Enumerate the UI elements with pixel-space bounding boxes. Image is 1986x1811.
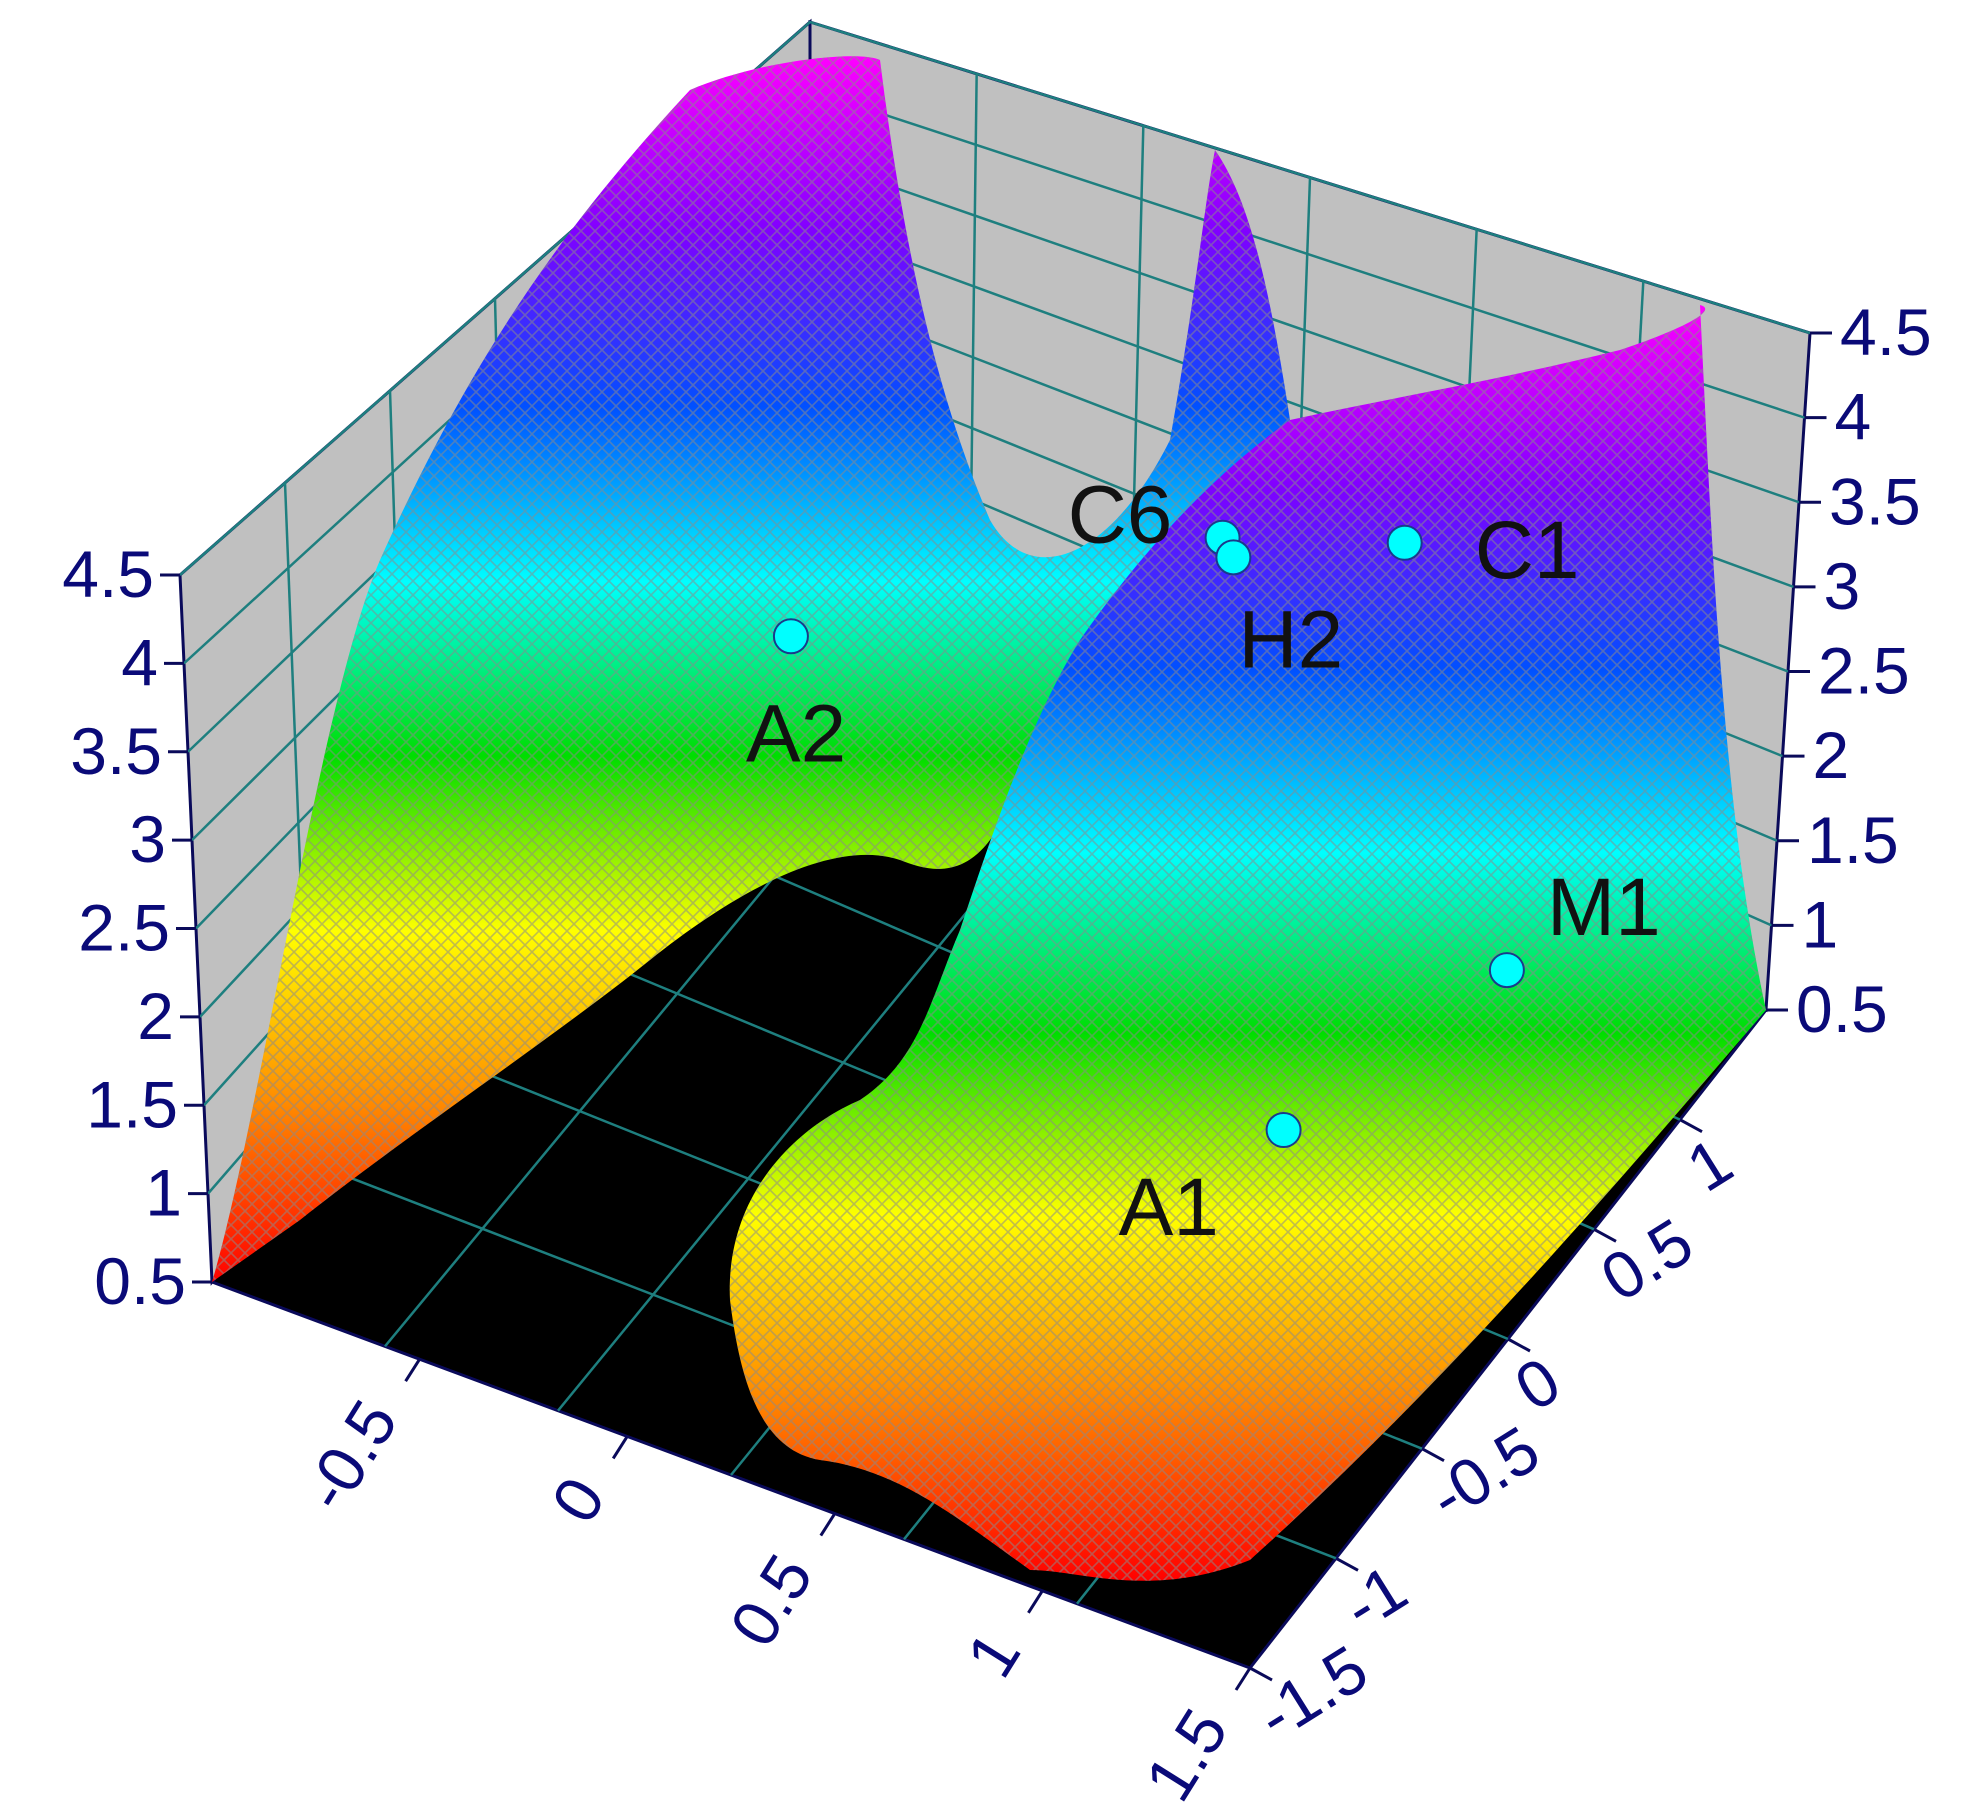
z-tick-label-right: 0.5 xyxy=(1796,972,1888,1046)
x-tick-mark xyxy=(1027,1589,1044,1614)
x-tick-label: 0.5 xyxy=(715,1542,826,1659)
x-tick-label: 0 xyxy=(537,1465,619,1535)
x-tick-label: 1 xyxy=(952,1619,1034,1689)
point-marker-h2 xyxy=(1215,539,1252,576)
z-tick-label-left: 2.5 xyxy=(78,891,170,965)
z-tick-label-left: 2 xyxy=(137,979,174,1053)
marked-points: A2 A1 M1 C1 C6 H2 xyxy=(746,470,1661,1253)
z-axis-left: 0.5 1 1.5 2 2.5 3 3.5 4 4.5 xyxy=(62,537,212,1318)
z-tick-label-left: 3.5 xyxy=(70,714,162,788)
point-label-c6: C6 xyxy=(1068,470,1173,561)
z-tick-label-right: 2.5 xyxy=(1818,634,1910,708)
z-tick-label-right: 4.5 xyxy=(1840,295,1932,369)
x-tick-mark xyxy=(819,1512,837,1537)
point-marker-c1 xyxy=(1386,524,1423,561)
y-tick-mark xyxy=(1421,1447,1445,1462)
point-label-c1: C1 xyxy=(1475,505,1580,596)
surface-left-mesh xyxy=(212,56,1290,1282)
z-tick-label-left: 0.5 xyxy=(94,1244,186,1318)
point-marker-a2 xyxy=(772,618,809,655)
x-tick-label: 1.5 xyxy=(1130,1696,1241,1811)
y-tick-label: 1 xyxy=(1674,1123,1744,1205)
y-tick-mark xyxy=(1593,1228,1617,1243)
z-tick-label-left: 1.5 xyxy=(86,1067,178,1141)
x-tick-mark xyxy=(611,1435,629,1460)
y-tick-mark xyxy=(1335,1557,1359,1572)
x-tick-mark xyxy=(1234,1667,1252,1691)
point-label-h2: H2 xyxy=(1238,594,1343,685)
z-tick-label-right: 2 xyxy=(1813,718,1850,792)
z-tick-label-right: 1.5 xyxy=(1807,803,1899,877)
z-axis-right: 0.5 1 1.5 2 2.5 3 3.5 4 4.5 xyxy=(1766,295,1932,1046)
point-label-a1: A1 xyxy=(1119,1162,1219,1253)
point-label-m1: M1 xyxy=(1547,862,1661,953)
z-tick-label-right: 1 xyxy=(1802,887,1839,961)
x-tick-mark xyxy=(404,1358,421,1383)
z-tick-label-right: 3 xyxy=(1824,549,1861,623)
y-tick-mark xyxy=(1679,1118,1703,1133)
surface-right-mesh xyxy=(729,305,1766,1581)
y-tick-mark xyxy=(1249,1666,1273,1682)
y-tick-mark xyxy=(1507,1337,1531,1353)
z-tick-label-left: 4 xyxy=(121,625,158,699)
point-marker-m1 xyxy=(1488,952,1525,989)
z-tick-label-right: 3.5 xyxy=(1829,464,1921,538)
z-tick-label-left: 4.5 xyxy=(62,537,154,611)
y-tick-label: 0.5 xyxy=(1588,1204,1705,1315)
point-label-a2: A2 xyxy=(746,688,846,779)
point-marker-a1 xyxy=(1265,1112,1302,1149)
x-tick-label: -0.5 xyxy=(288,1387,411,1523)
z-tick-label-left: 3 xyxy=(129,802,166,876)
y-tick-label: -1 xyxy=(1330,1550,1419,1644)
z-tick-label-right: 4 xyxy=(1835,380,1872,454)
z-tick-label-left: 1 xyxy=(145,1156,182,1230)
